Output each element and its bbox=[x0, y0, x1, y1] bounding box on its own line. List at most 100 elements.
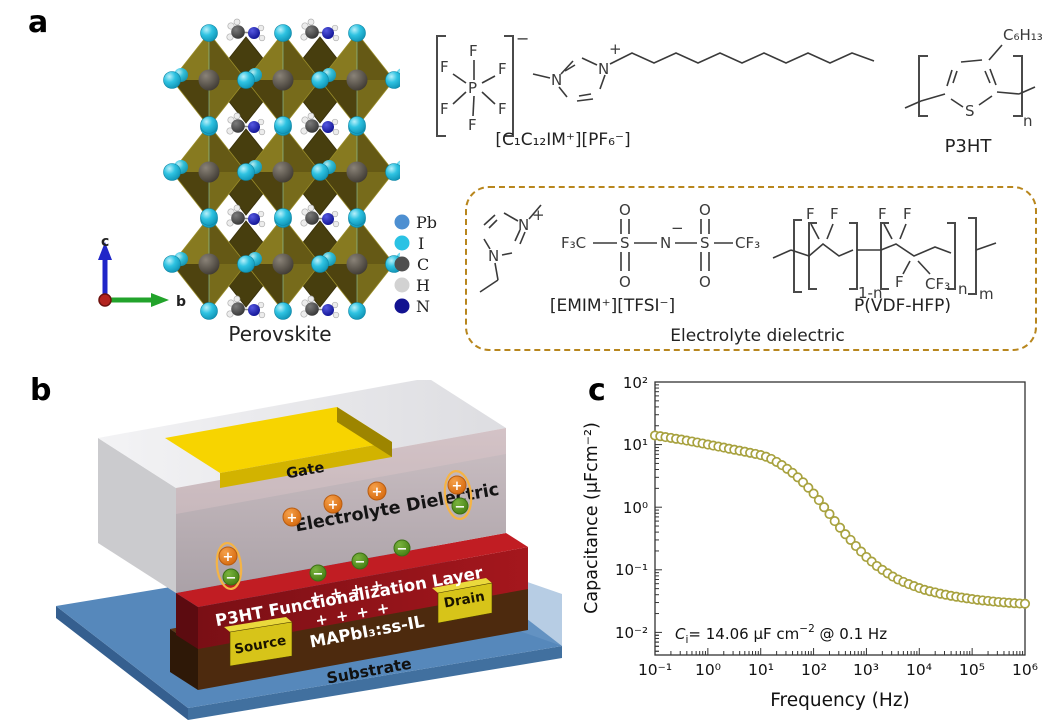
o-atom: O bbox=[699, 201, 711, 219]
capacitance-plot: 10² 10¹ 10⁰ 10⁻¹ 10⁻² 10⁻¹ 10⁰ 10¹ 10² 1… bbox=[582, 376, 1038, 711]
pb-legend-icon bbox=[394, 214, 410, 230]
p3ht-top-face bbox=[176, 533, 528, 607]
cf3-group: CF₃ bbox=[925, 275, 950, 293]
drain-electrode bbox=[437, 582, 493, 624]
xtick-label: 10² bbox=[801, 661, 827, 679]
ion-pair-outline-right bbox=[443, 469, 473, 521]
anion-icon: − bbox=[355, 555, 366, 570]
substrate-front-face bbox=[188, 646, 562, 720]
electrolyte-left-face bbox=[98, 438, 176, 593]
n-legend-icon bbox=[394, 298, 410, 314]
anion-icon: − bbox=[455, 500, 466, 515]
c-axis-label: c bbox=[101, 234, 109, 250]
y-axis-title: Capacitance (μFcm⁻²) bbox=[582, 422, 602, 614]
p3ht-label: P3HT bbox=[944, 136, 992, 157]
c-legend-label: C bbox=[417, 255, 429, 274]
ci-annotation: Ci= 14.06 μF cm−2 @ 0.1 Hz bbox=[675, 623, 887, 646]
xtick-label: 10⁻¹ bbox=[638, 661, 672, 679]
c-axis-arrow-icon bbox=[98, 242, 112, 260]
n-subscript: n bbox=[1023, 112, 1033, 130]
device-schematic: Source Drain Gate Electrolyte Dielectric… bbox=[56, 380, 562, 720]
n-plus-atom: N bbox=[518, 216, 529, 234]
o-atom: O bbox=[619, 201, 631, 219]
n-atom: N bbox=[551, 71, 562, 89]
tfsi-structure: F₃C S N − S CF₃ O O O O bbox=[561, 201, 760, 291]
xtick-label: 10⁵ bbox=[959, 661, 985, 679]
ytick-label: 10⁻¹ bbox=[615, 561, 648, 579]
anion-icon: − bbox=[313, 567, 324, 582]
f-atom: F bbox=[468, 116, 477, 134]
f-atom: F bbox=[830, 205, 839, 223]
atom-legend: Pb I C H N bbox=[394, 213, 437, 316]
n-atom: N bbox=[488, 247, 499, 265]
crystal-axes: c b bbox=[98, 234, 186, 310]
gate-top-face bbox=[165, 407, 392, 473]
ytick-label: 10² bbox=[623, 376, 648, 392]
drain-label: Drain bbox=[443, 589, 486, 612]
sub-1-n: 1-n bbox=[858, 284, 882, 302]
data-series-capacitance bbox=[649, 430, 1031, 609]
f3c-group: F₃C bbox=[561, 234, 586, 252]
x-axis-title: Frequency (Hz) bbox=[770, 690, 910, 711]
panel-a-label: a bbox=[28, 5, 49, 40]
cation-icon: + bbox=[223, 550, 234, 565]
sub-m: m bbox=[979, 285, 994, 303]
h-legend-label: H bbox=[416, 276, 430, 295]
p3ht-left-face bbox=[176, 593, 198, 649]
b-axis-label: b bbox=[176, 294, 186, 310]
f-atom: F bbox=[498, 100, 507, 118]
plus-charge: + bbox=[609, 40, 622, 58]
cation-icon: + bbox=[372, 485, 383, 500]
pf6-charge: − bbox=[516, 30, 528, 48]
hexyl-label: C₆H₁₃ bbox=[1003, 26, 1043, 44]
n-legend-label: N bbox=[416, 297, 430, 316]
ytick-label: 10¹ bbox=[623, 436, 648, 454]
electrolyte-tint bbox=[176, 428, 506, 514]
f-atom: F bbox=[903, 205, 912, 223]
a-axis-origin-icon bbox=[98, 293, 112, 307]
gate-front-face bbox=[220, 442, 392, 488]
i-legend-label: I bbox=[418, 234, 424, 253]
f-atom: F bbox=[498, 60, 507, 78]
c1c12im-pf6-label: [C₁C₁₂IM⁺][PF₆⁻] bbox=[495, 130, 631, 150]
pb-legend-label: Pb bbox=[416, 213, 437, 232]
o-atom: O bbox=[619, 273, 631, 291]
gate-right-face bbox=[337, 407, 392, 457]
n-atom: N bbox=[660, 234, 671, 252]
b-axis-arrow-icon bbox=[151, 293, 169, 307]
anion-icon: − bbox=[226, 571, 237, 586]
f-atom: F bbox=[806, 205, 815, 223]
anions: − − − − − bbox=[222, 497, 469, 586]
f-atom: F bbox=[878, 205, 887, 223]
pvdf-hfp-structure: 1-n n m F F F F F CF₃ bbox=[772, 205, 997, 303]
electrolyte-dielectric-caption: Electrolyte dielectric bbox=[670, 326, 845, 346]
plus-charge: + bbox=[532, 206, 545, 224]
f-atom: F bbox=[469, 42, 478, 60]
xtick-label: 10¹ bbox=[748, 661, 774, 679]
panel-c-label: c bbox=[588, 373, 606, 408]
ytick-label: 10⁻² bbox=[615, 624, 648, 642]
cation-icon: + bbox=[287, 511, 298, 526]
xtick-label: 10⁰ bbox=[695, 661, 721, 679]
pvdf-hfp-label: P(VDF-HFP) bbox=[854, 296, 951, 316]
n-plus-atom: N bbox=[598, 60, 609, 78]
perovskite-caption: Perovskite bbox=[228, 322, 332, 346]
xtick-label: 10³ bbox=[853, 661, 879, 679]
gate-label: Gate bbox=[285, 460, 326, 483]
ion-pair-outline-left bbox=[215, 541, 243, 591]
electrolyte-front-face bbox=[176, 428, 506, 593]
minus-charge: − bbox=[671, 219, 684, 237]
c1c12im-structure: N N + bbox=[532, 40, 875, 102]
cation-icon: + bbox=[452, 479, 463, 494]
p-atom: P bbox=[468, 79, 477, 97]
panel-b-label: b bbox=[30, 373, 52, 408]
anion-icon: − bbox=[397, 542, 408, 557]
h-legend-icon bbox=[394, 277, 410, 293]
f-atom: F bbox=[895, 273, 904, 291]
sub-n: n bbox=[958, 280, 968, 298]
o-atom: O bbox=[699, 273, 711, 291]
pf6-structure: − P F F F F F F bbox=[436, 30, 528, 137]
emim-structure: N + N bbox=[479, 204, 545, 293]
xtick-label: 10⁴ bbox=[906, 661, 932, 679]
